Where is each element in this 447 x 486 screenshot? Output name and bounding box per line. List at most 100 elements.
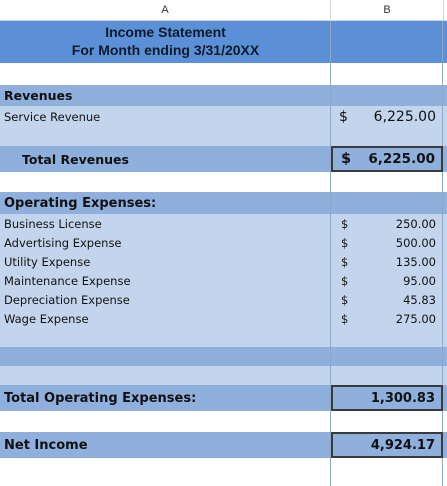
expense-label-cell[interactable]: Utility Expense [0,252,331,271]
expense-amount-cell[interactable]: $ 500.00 [331,233,443,252]
expense-amount: 250.00 [395,216,436,231]
expense-label: Wage Expense [4,311,89,326]
revenues-heading: Revenues [4,88,73,103]
expense-label: Depreciation Expense [4,292,130,307]
expense-label-cell[interactable]: Business License [0,214,331,233]
expense-amount-cell[interactable]: $ 250.00 [331,214,443,233]
blank-cell-a[interactable] [0,328,331,347]
statement-period: For Month ending 3/31/20XX [71,42,260,58]
expense-amount: 135.00 [395,254,436,269]
blank-cell-a[interactable] [0,172,331,192]
expense-dollar: $ [341,311,349,326]
service-revenue-label-cell[interactable]: Service Revenue [0,106,331,127]
blank-cell-a[interactable] [0,480,331,486]
operating-expenses-heading-cell-b[interactable] [331,192,443,214]
expense-amount: 45.83 [403,292,436,307]
column-header-bar: A B [0,0,447,21]
service-revenue-amount: 6,225.00 [373,108,436,125]
expense-row: Maintenance Expense $ 95.00 [0,271,447,291]
expense-row: Depreciation Expense $ 45.83 [0,290,447,310]
expense-label: Business License [4,216,102,231]
service-revenue-dollar: $ [339,108,348,125]
revenues-heading-cell-b[interactable] [331,85,443,106]
title-cell-b[interactable] [331,21,443,63]
expense-amount-cell[interactable]: $ 45.83 [331,290,443,309]
blank-cell-b[interactable] [331,347,443,366]
revenues-heading-row: Revenues [0,85,447,107]
total-revenues-dollar: $ [341,151,352,167]
expense-dollar: $ [341,292,349,307]
net-income-label: Net Income [4,437,88,453]
expense-label-cell[interactable]: Wage Expense [0,309,331,328]
net-income-label-cell[interactable]: Net Income [0,432,331,458]
expense-label-cell[interactable]: Depreciation Expense [0,290,331,309]
service-revenue-label: Service Revenue [4,109,101,124]
total-operating-expenses-amount: 1,300.83 [370,390,435,406]
service-revenue-row: Service Revenue $ 6,225.00 [0,106,447,128]
net-income-amount-cell[interactable]: 4,924.17 [331,432,443,458]
total-revenues-row: Total Revenues $ 6,225.00 [0,146,447,173]
total-revenues-amount-cell[interactable]: $ 6,225.00 [331,146,443,172]
total-revenues-label: Total Revenues [22,151,129,167]
blank-cell-b[interactable] [331,63,443,85]
blank-cell-a[interactable] [0,411,331,432]
blank-row [0,411,447,433]
blank-cell-b[interactable] [331,458,443,480]
net-income-row: Net Income 4,924.17 [0,432,447,459]
expense-amount: 275.00 [395,311,436,326]
expense-amount-cell[interactable]: $ 135.00 [331,252,443,271]
title-band: Income Statement For Month ending 3/31/2… [0,21,447,63]
blank-cell-b[interactable] [331,328,443,347]
blank-row [0,458,447,481]
expense-label-cell[interactable]: Advertising Expense [0,233,331,252]
expense-label: Maintenance Expense [4,273,131,288]
total-revenues-label-cell[interactable]: Total Revenues [0,146,331,172]
statement-title: Income Statement [105,24,226,40]
blank-row [0,366,447,386]
blank-cell-a[interactable] [0,366,331,385]
revenues-heading-cell[interactable]: Revenues [0,85,331,106]
blank-row [0,172,447,193]
expense-dollar: $ [341,273,349,288]
expense-row: Advertising Expense $ 500.00 [0,233,447,253]
blank-cell-b[interactable] [331,127,443,146]
service-revenue-amount-cell[interactable]: $ 6,225.00 [331,106,443,127]
blank-cell-a[interactable] [0,127,331,146]
blank-cell-a[interactable] [0,347,331,366]
blank-cell-b[interactable] [331,411,443,432]
blank-row [0,127,447,147]
operating-expenses-heading: Operating Expenses: [4,195,157,211]
expense-row: Utility Expense $ 135.00 [0,252,447,272]
total-operating-expenses-label: Total Operating Expenses: [4,390,197,406]
expense-amount-cell[interactable]: $ 95.00 [331,271,443,290]
expense-label: Advertising Expense [4,235,122,250]
blank-cell-b[interactable] [331,172,443,192]
expense-dollar: $ [341,216,349,231]
blank-cell-b[interactable] [331,480,443,486]
operating-expenses-heading-row: Operating Expenses: [0,192,447,215]
column-header-b[interactable]: B [331,0,444,20]
total-operating-expenses-amount-cell[interactable]: 1,300.83 [331,385,443,411]
expense-label: Utility Expense [4,254,91,269]
expense-dollar: $ [341,235,349,250]
operating-expenses-heading-cell[interactable]: Operating Expenses: [0,192,331,214]
blank-row [0,328,447,348]
blank-row [0,347,447,367]
blank-cell-a[interactable] [0,63,331,85]
blank-cell-b[interactable] [331,366,443,385]
title-cell[interactable]: Income Statement For Month ending 3/31/2… [0,21,331,63]
column-header-a[interactable]: A [0,0,331,20]
blank-cell-a[interactable] [0,458,331,480]
total-operating-expenses-row: Total Operating Expenses: 1,300.83 [0,385,447,412]
expense-row: Business License $ 250.00 [0,214,447,234]
expense-dollar: $ [341,254,349,269]
blank-row [0,480,447,486]
expense-label-cell[interactable]: Maintenance Expense [0,271,331,290]
expense-amount: 500.00 [395,235,436,250]
expense-amount: 95.00 [403,273,436,288]
blank-row [0,63,447,86]
total-revenues-amount: 6,225.00 [368,151,435,167]
expense-amount-cell[interactable]: $ 275.00 [331,309,443,328]
total-operating-expenses-label-cell[interactable]: Total Operating Expenses: [0,385,331,411]
